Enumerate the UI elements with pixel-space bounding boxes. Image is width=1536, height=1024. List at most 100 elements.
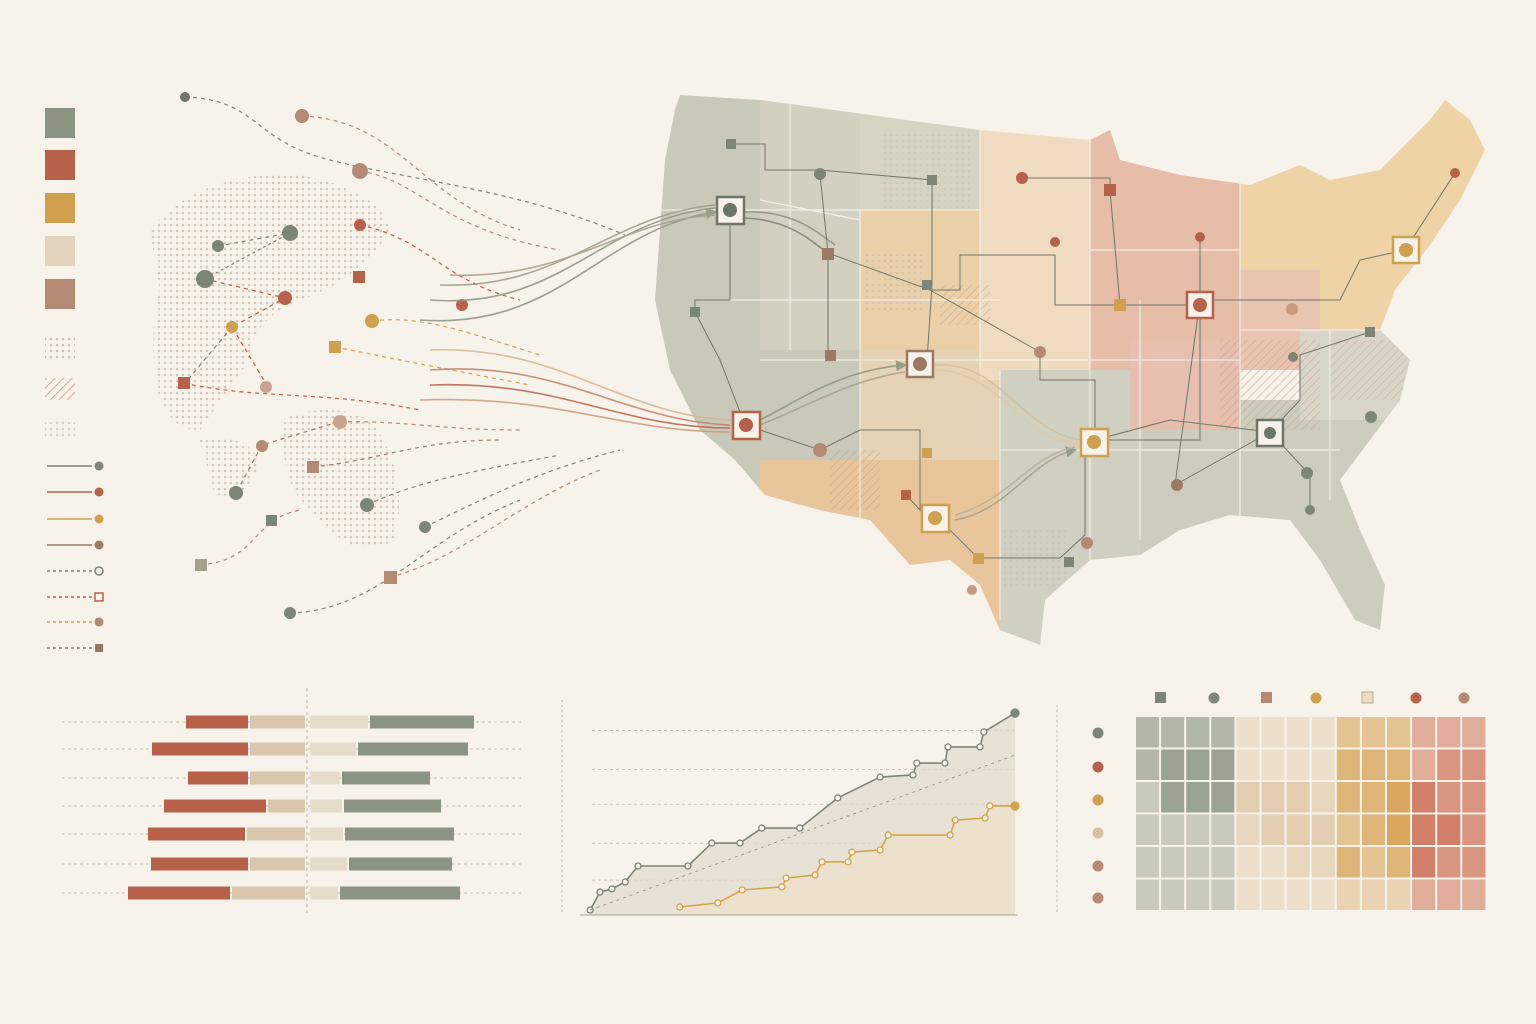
heat-cell [1361,814,1385,845]
heat-cell [1136,782,1160,813]
heat-cell [1161,749,1185,780]
bar [247,827,305,841]
bar [349,857,452,871]
bar [250,857,305,871]
bar [310,886,338,900]
point [981,814,989,822]
point [608,885,616,893]
point [621,878,629,886]
point [738,886,746,894]
heat-cell [1462,879,1486,910]
point [876,846,884,854]
heat-cell [1437,717,1461,748]
point [941,759,949,767]
legend [45,108,104,652]
point [834,794,842,802]
heat-cell [1387,749,1411,780]
heat-cell [1311,749,1335,780]
heat-cell [1261,717,1285,748]
heat-cell [1387,782,1411,813]
heat-cell [1412,879,1436,910]
heat-cell [1286,847,1310,878]
heat-cell [1236,879,1260,910]
heat-cell [1261,749,1285,780]
heat-cell [1211,717,1235,748]
heat-cell [1336,879,1360,910]
heat-cell [1336,782,1360,813]
bar [310,771,340,785]
heat-cell [1211,879,1235,910]
point [1010,801,1020,811]
heat-cell [1437,879,1461,910]
heat-cell [1186,749,1210,780]
heat-cell [1462,847,1486,878]
bar [268,799,305,813]
point [876,773,884,781]
heat-cell [1211,749,1235,780]
bar [310,827,343,841]
heat-cell [1186,814,1210,845]
bar [164,799,266,813]
bar [358,742,468,756]
bar [250,715,305,729]
bar [186,715,248,729]
area [679,805,1015,915]
bar [151,857,248,871]
point [714,899,722,907]
heat-cell [1336,847,1360,878]
origin-nodes [178,92,468,619]
point [848,848,856,856]
bar [148,827,245,841]
line [679,805,1015,908]
heat-cell [1437,847,1461,878]
heat-cell [1161,847,1185,878]
point [844,858,852,866]
heat-cell [1437,782,1461,813]
heat-cell [1136,879,1160,910]
heat-cell [1186,717,1210,748]
heat-cell [1361,717,1385,748]
heat-cell [1437,749,1461,780]
bar [370,715,474,729]
bar [250,771,305,785]
bar [310,857,347,871]
heat-cell [1387,717,1411,748]
heat-cell [1211,847,1235,878]
heat-cell [1136,717,1160,748]
heat-cell [1236,782,1260,813]
point [811,871,819,879]
point [778,883,786,891]
heat-cell [1462,814,1486,845]
point [676,903,684,911]
heat-cell [1311,717,1335,748]
point [946,831,954,839]
point [986,802,994,810]
heat-cell [1261,847,1285,878]
heat-cell [1161,814,1185,845]
heat-cell [1462,717,1486,748]
heat-cell [1236,814,1260,845]
heat-cell [1311,782,1335,813]
heat-cell [1412,814,1436,845]
point [758,824,766,832]
heat-cell [1336,717,1360,748]
bar [344,799,441,813]
heat-cell [1361,847,1385,878]
dividers [561,700,1058,915]
heat-cell [1361,749,1385,780]
point [634,862,642,870]
point [684,862,692,870]
heat-cell [1387,814,1411,845]
point [1010,708,1020,718]
bar [250,742,305,756]
heat-cell [1311,879,1335,910]
heat-cell [1286,717,1310,748]
heat-cell [1336,814,1360,845]
heat-cell [1136,749,1160,780]
heat-cell [1286,814,1310,845]
point [708,839,716,847]
bar [310,742,356,756]
heat-cell [1462,749,1486,780]
point [884,831,892,839]
